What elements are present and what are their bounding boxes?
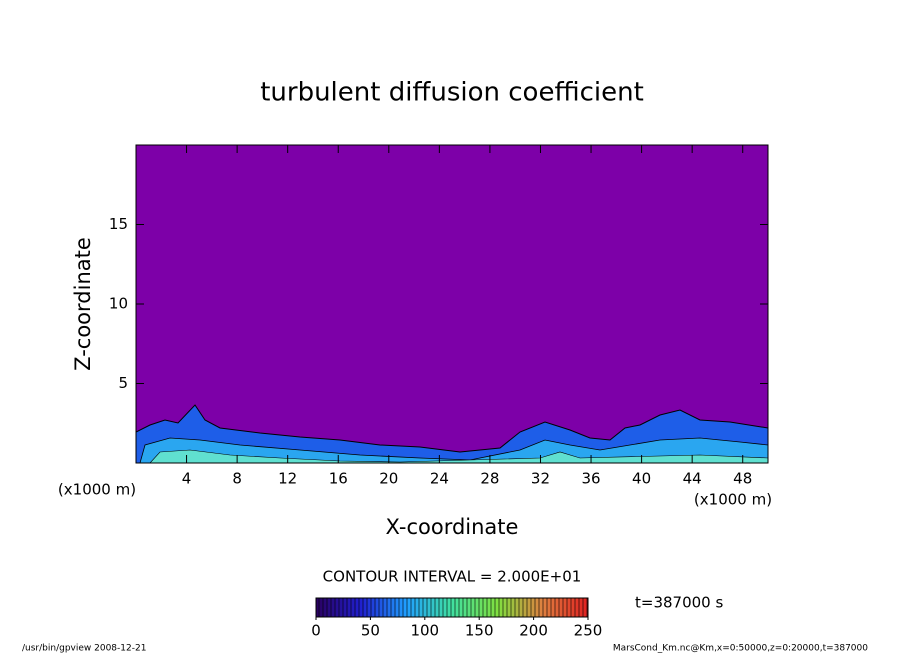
y-axis-label: Z-coordinate (71, 237, 95, 371)
colorbar-tick-label: 0 (311, 622, 321, 640)
colorbar-tick-label: 200 (519, 622, 548, 640)
colorbar (315, 597, 589, 618)
x-tick-label: 16 (329, 470, 348, 488)
footer-right: MarsCond_Km.nc@Km,x=0:50000,z=0:20000,t=… (613, 644, 868, 654)
x-tick-label: 4 (182, 470, 192, 488)
x-tick-label: 12 (278, 470, 297, 488)
x-axis-label: X-coordinate (386, 515, 519, 539)
y-tick-label: 5 (118, 374, 128, 392)
boundary-layer (136, 404, 768, 463)
x-tick-label: 40 (632, 470, 651, 488)
x-tick-label: 20 (379, 470, 398, 488)
colorbar-tick-label: 100 (410, 622, 439, 640)
x-tick-label: 48 (733, 470, 752, 488)
x-tick-label: 8 (232, 470, 242, 488)
chart-title: turbulent diffusion coefficient (260, 78, 644, 108)
y-tick-label: 15 (109, 215, 128, 233)
colorbar-tick-label: 150 (465, 622, 494, 640)
x-tick-label: 36 (581, 470, 600, 488)
x-tick-label: 32 (531, 470, 550, 488)
colorbar-tick-label: 250 (574, 622, 603, 640)
plot-background (136, 145, 768, 463)
x-tick-label: 24 (430, 470, 449, 488)
x-tick-label: 28 (480, 470, 499, 488)
y-unit: (x1000 m) (58, 481, 136, 499)
colorbar-stripes (318, 598, 588, 617)
contour-interval: CONTOUR INTERVAL = 2.000E+01 (323, 568, 582, 586)
colorbar-tick-label: 50 (361, 622, 380, 640)
y-tick-label: 10 (109, 295, 128, 313)
footer-left: /usr/bin/gpview 2008-12-21 (22, 644, 146, 654)
x-unit: (x1000 m) (694, 491, 772, 509)
x-tick-label: 44 (683, 470, 702, 488)
time-label: t=387000 s (635, 594, 723, 612)
